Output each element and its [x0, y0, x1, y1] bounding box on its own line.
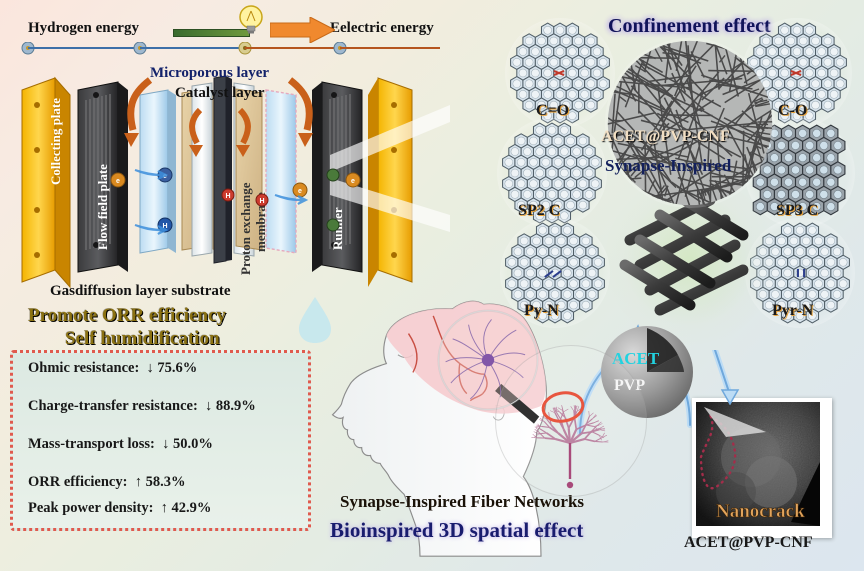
svg-text:e: e: [116, 178, 120, 185]
svg-text:H: H: [225, 193, 230, 200]
svg-text:H: H: [259, 198, 264, 205]
svg-text:Nanocrack: Nanocrack: [716, 501, 805, 522]
svg-text:e: e: [298, 188, 302, 195]
svg-text:e: e: [351, 178, 355, 185]
